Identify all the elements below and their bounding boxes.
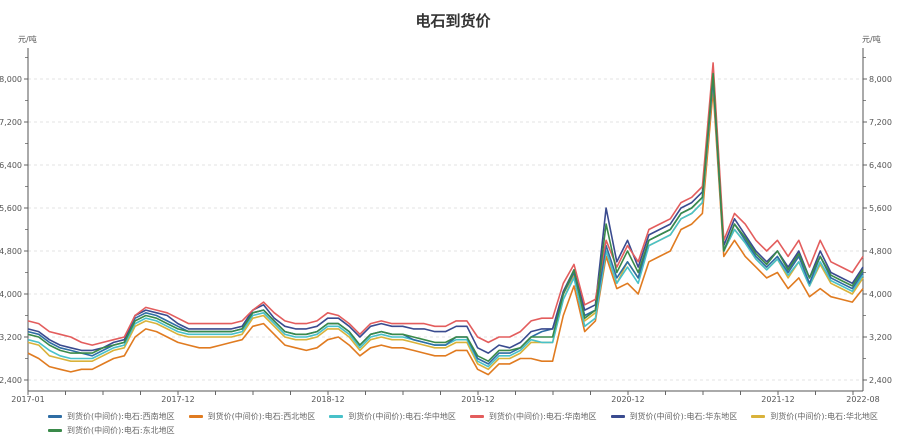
legend-label: 到货价(中间价):电石:西北地区 (207, 411, 316, 421)
y-tick-label-right: 6,400 (869, 161, 892, 170)
legend-item[interactable]: 到货价(中间价):电石:西南地区 (48, 411, 175, 422)
x-tick-label: 2017-12 (161, 395, 194, 404)
y-tick-label-right: 5,600 (869, 204, 892, 213)
legend-item[interactable]: 到货价(中间价):电石:东北地区 (48, 425, 175, 436)
legend-swatch-icon (469, 414, 484, 418)
y-tick-label: 4,800 (0, 247, 22, 256)
series-line[interactable] (27, 89, 864, 376)
y-tick-label: 2,400 (0, 376, 22, 385)
x-tick-label: 2021-12 (761, 395, 794, 404)
legend-label: 到货价(中间价):电石:西南地区 (67, 411, 175, 421)
legend-label: 到货价(中间价):电石:东北地区 (67, 425, 175, 435)
y-tick-label: 3,200 (0, 333, 22, 342)
legend-swatch-icon (329, 414, 344, 418)
y-tick-label: 8,000 (0, 75, 22, 84)
series-line[interactable] (27, 72, 864, 363)
y-tick-label: 4,000 (0, 290, 22, 299)
legend-item[interactable]: 到货价(中间价):电石:华东地区 (610, 411, 738, 422)
y-axis-unit-left: 元/吨 (18, 35, 37, 44)
legend: 到货价(中间价):电石:西南地区 到货价(中间价):电石:西北地区 到货价(中间价)… (48, 409, 878, 437)
legend-swatch-icon (188, 414, 203, 418)
x-tick-label: 2022-08 (846, 395, 879, 404)
x-tick-label: 2017-01 (11, 395, 44, 404)
legend-label: 到货价(中间价):电石:华中地区 (348, 411, 456, 421)
y-axis-unit-right: 元/吨 (862, 35, 881, 44)
series-line[interactable] (27, 67, 864, 354)
legend-swatch-icon (751, 414, 766, 418)
legend-swatch-icon (48, 414, 62, 418)
x-tick-label: 2018-12 (311, 395, 344, 404)
legend-item[interactable]: 到货价(中间价):电石:西北地区 (188, 411, 316, 422)
chart-title: 电石到货价 (415, 12, 491, 30)
legend-item[interactable]: 到货价(中间价):电石:华中地区 (329, 411, 456, 422)
x-tick-label: 2019-12 (461, 395, 494, 404)
legend-item[interactable]: 到货价(中间价):电石:华南地区 (469, 411, 597, 422)
y-tick-label-right: 7,200 (869, 118, 892, 127)
legend-swatch-icon (610, 414, 625, 418)
series-line[interactable] (27, 62, 864, 346)
y-tick-label: 7,200 (0, 118, 22, 127)
x-tick-label: 2020-12 (611, 395, 644, 404)
y-tick-label-right: 3,200 (869, 333, 892, 342)
y-tick-label: 6,400 (0, 161, 22, 170)
legend-item[interactable]: 到货价(中间价):电石:华北地区 (751, 411, 878, 422)
legend-label: 到货价(中间价):电石:华南地区 (488, 411, 597, 421)
legend-label: 到货价(中间价):电石:华东地区 (629, 411, 738, 421)
y-tick-label-right: 2,400 (869, 376, 892, 385)
y-tick-label: 5,600 (0, 204, 22, 213)
legend-swatch-icon (48, 428, 62, 432)
y-tick-label-right: 8,000 (869, 75, 892, 84)
legend-label: 到货价(中间价):电石:华北地区 (770, 411, 878, 421)
y-tick-label-right: 4,800 (869, 247, 892, 256)
y-tick-label-right: 4,000 (869, 290, 892, 299)
